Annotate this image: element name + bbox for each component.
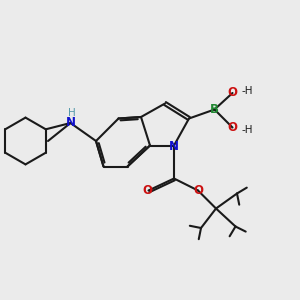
Text: N: N [65,116,76,130]
Text: O: O [193,184,203,197]
Text: O: O [227,86,238,100]
Text: B: B [210,103,219,116]
Text: O: O [227,121,238,134]
Text: N: N [169,140,179,153]
Text: H: H [68,107,76,118]
Text: O: O [142,184,152,197]
Text: -H: -H [241,85,253,96]
Text: -H: -H [241,125,253,135]
